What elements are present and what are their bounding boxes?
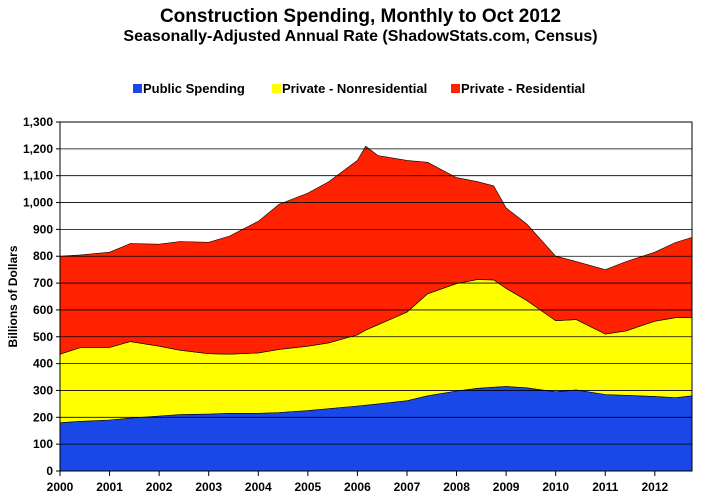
y-tick-label: 700: [33, 276, 53, 290]
x-tick-label: 2003: [195, 480, 222, 494]
chart-subtitle: Seasonally-Adjusted Annual Rate (ShadowS…: [123, 28, 598, 45]
x-tick-label: 2010: [542, 480, 569, 494]
y-tick-label: 900: [33, 222, 53, 236]
y-tick-label: 200: [33, 410, 53, 424]
legend-swatch-1: [133, 84, 142, 93]
legend-label-2: Private - Nonresidential: [282, 81, 427, 96]
y-axis: 0 100 200 300 400 500 600 700 800 900 1,000 1,100 1,…: [23, 115, 60, 478]
x-tick-label: 2002: [146, 480, 173, 494]
y-tick-label: 0: [46, 464, 53, 478]
x-tick-label: 2012: [641, 480, 668, 494]
x-tick-label: 2001: [96, 480, 123, 494]
y-tick-label: 500: [33, 330, 53, 344]
y-tick-label: 1,300: [23, 115, 53, 129]
legend: Public Spending Private - Nonresidential P…: [133, 81, 585, 96]
plot-area-frame: [59, 121, 693, 472]
x-tick-label: 2006: [344, 480, 371, 494]
y-tick-label: 300: [33, 383, 53, 397]
y-tick-label: 600: [33, 303, 53, 317]
y-tick-label: 100: [33, 437, 53, 451]
legend-label-3: Private - Residential: [461, 81, 585, 96]
y-tick-label: 400: [33, 357, 53, 371]
x-tick-label: 2008: [443, 480, 470, 494]
x-tick-label: 2000: [47, 480, 74, 494]
x-tick-label: 2005: [294, 480, 321, 494]
x-tick-label: 2009: [493, 480, 520, 494]
gridlines: [60, 148, 692, 445]
area-series-group: [59, 145, 693, 472]
y-tick-label: 1,100: [23, 169, 53, 183]
legend-swatch-2: [272, 84, 281, 93]
area-series-3: [59, 145, 693, 355]
x-axis: 2000 2001 2002 2003 2004 2005 2006 2007 2008 2009…: [47, 471, 668, 494]
y-tick-label: 800: [33, 249, 53, 263]
x-tick-label: 2007: [394, 480, 421, 494]
chart-title: Construction Spending, Monthly to Oct 20…: [159, 6, 562, 27]
x-tick-label: 2004: [245, 480, 272, 494]
y-tick-label: 1,000: [23, 196, 53, 210]
y-axis-title: Billions of Dollars: [6, 245, 20, 347]
y-tick-label: 1,200: [23, 142, 53, 156]
x-tick-label: 2011: [592, 480, 618, 494]
legend-label-1: Public Spending: [143, 81, 245, 96]
legend-swatch-3: [451, 84, 460, 93]
